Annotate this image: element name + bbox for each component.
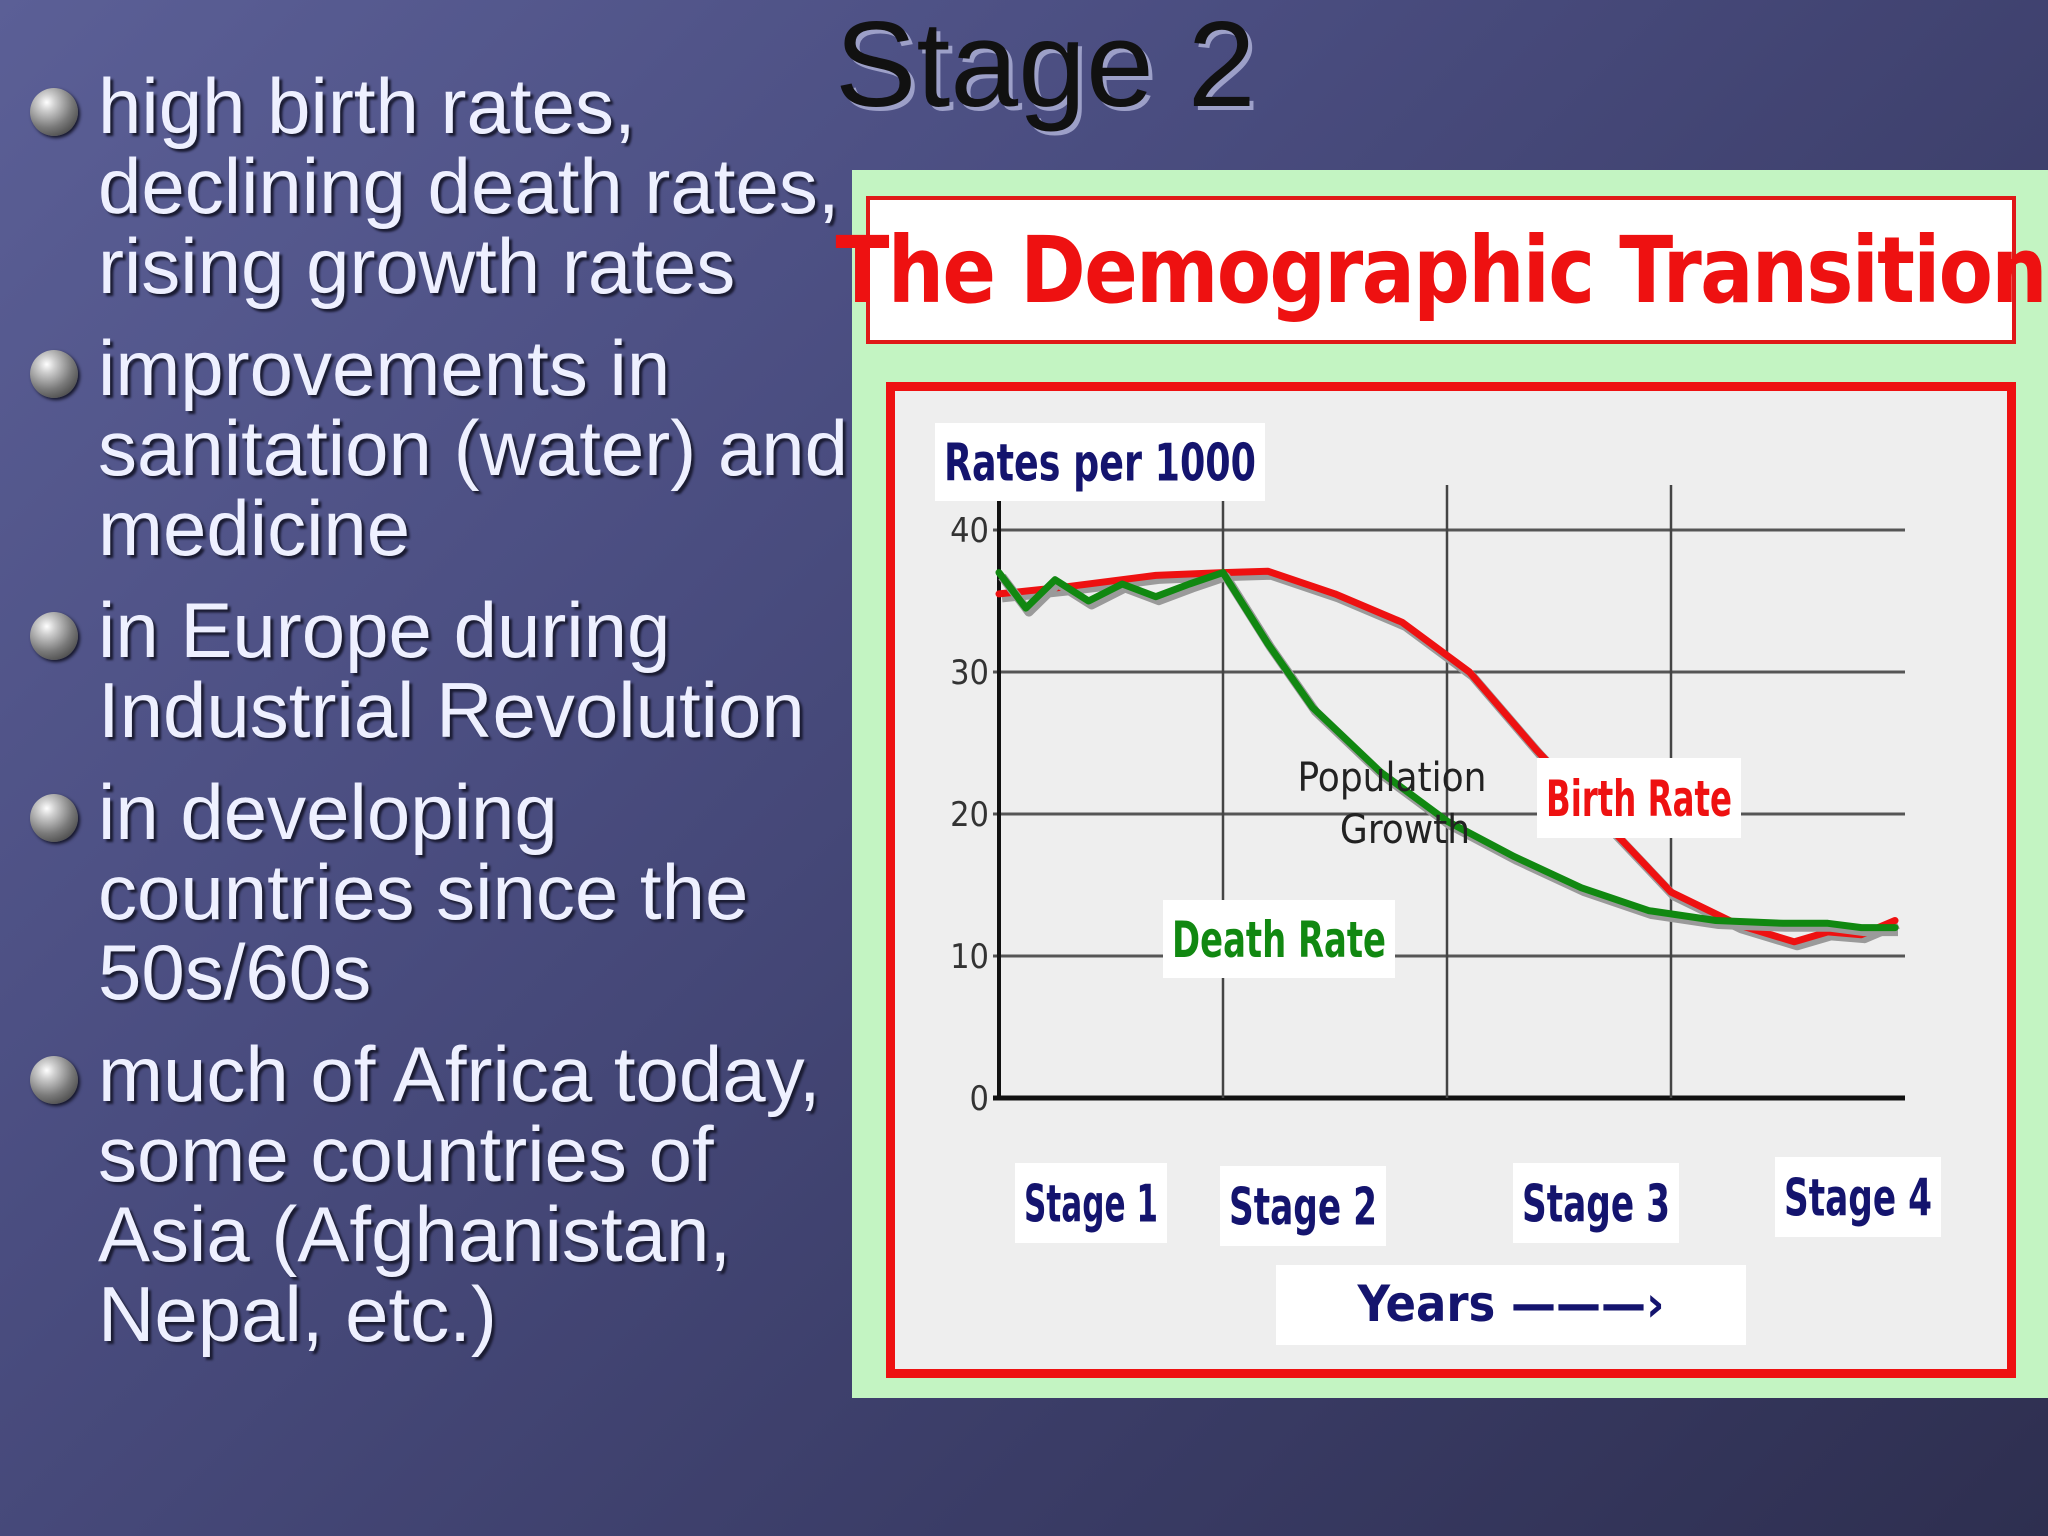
x-axis-title-box bbox=[1276, 1265, 1746, 1345]
series-layer bbox=[995, 567, 1900, 951]
bullet-item: in Europe during Industrial Revolution bbox=[28, 590, 858, 750]
bullet-sphere-icon bbox=[30, 612, 78, 660]
birth-rate-label: Birth Rate bbox=[1546, 770, 1732, 828]
y-tick-label: 0 bbox=[970, 1079, 989, 1119]
y-tick-label: 30 bbox=[950, 653, 989, 693]
y-axis-title: Rates per 1000 bbox=[944, 434, 1256, 494]
bullet-text: in developing countries since the 50s/60… bbox=[98, 768, 749, 1016]
y-axis-title-box bbox=[935, 423, 1265, 501]
y-tick-label: 10 bbox=[950, 937, 989, 977]
bullet-item: high birth rates, declining death rates,… bbox=[28, 66, 858, 306]
bullet-text: in Europe during Industrial Revolution bbox=[98, 586, 805, 754]
stage-label-4: Stage 4 bbox=[1784, 1169, 1932, 1229]
demographic-transition-chart: 0 10 20 30 40 Rates per 1000 Birth Rate Death R… bbox=[935, 423, 1941, 1345]
chart-figure: The Demographic Transition 0 10 20 30 40 Rate… bbox=[836, 170, 2048, 1398]
birth-rate-line bbox=[995, 567, 1899, 946]
bullet-sphere-icon bbox=[30, 88, 78, 136]
slide-title: Stage 2 bbox=[835, 0, 1256, 132]
stage-label-4-box bbox=[1775, 1157, 1941, 1237]
bullet-sphere-icon bbox=[30, 794, 78, 842]
bullet-text: improvements in sanitation (water) and m… bbox=[98, 324, 849, 572]
population-growth-annotation-line1: Population bbox=[1298, 755, 1487, 801]
bullet-list: high birth rates, declining death rates,… bbox=[28, 66, 858, 1376]
birth-rate-label-box bbox=[1537, 758, 1741, 838]
stage-label-2: Stage 2 bbox=[1229, 1178, 1377, 1238]
y-tick-label: 20 bbox=[950, 795, 989, 835]
bullet-text: high birth rates, declining death rates,… bbox=[98, 62, 840, 310]
chart-title: The Demographic Transition bbox=[835, 216, 2048, 324]
bullet-item: much of Africa today, some countries of … bbox=[28, 1034, 858, 1354]
death-rate-label-box bbox=[1163, 900, 1395, 978]
y-tick-label: 40 bbox=[950, 511, 989, 551]
death-rate-label: Death Rate bbox=[1172, 911, 1386, 969]
bullet-sphere-icon bbox=[30, 350, 78, 398]
death-rate-line bbox=[995, 569, 1899, 932]
bullet-text: much of Africa today, some countries of … bbox=[98, 1030, 821, 1358]
bullet-item: in developing countries since the 50s/60… bbox=[28, 772, 858, 1012]
chart-title-box: The Demographic Transition bbox=[836, 196, 2048, 344]
grid-layer bbox=[993, 485, 1905, 1101]
population-growth-annotation-line2: Growth bbox=[1340, 807, 1470, 853]
x-axis-title: Years ———› bbox=[1357, 1275, 1665, 1333]
stage-label-1-box bbox=[1015, 1163, 1167, 1243]
bullet-item: improvements in sanitation (water) and m… bbox=[28, 328, 858, 568]
label-layer: 0 10 20 30 40 Rates per 1000 Birth Rate Death R… bbox=[935, 423, 1941, 1345]
plot-frame: 0 10 20 30 40 Rates per 1000 Birth Rate Death R… bbox=[886, 382, 2016, 1378]
stage-label-3-box bbox=[1513, 1163, 1679, 1243]
stage-label-2-box bbox=[1220, 1166, 1386, 1246]
stage-label-3: Stage 3 bbox=[1522, 1175, 1670, 1235]
stage-label-1: Stage 1 bbox=[1024, 1175, 1158, 1235]
bullet-sphere-icon bbox=[30, 1056, 78, 1104]
